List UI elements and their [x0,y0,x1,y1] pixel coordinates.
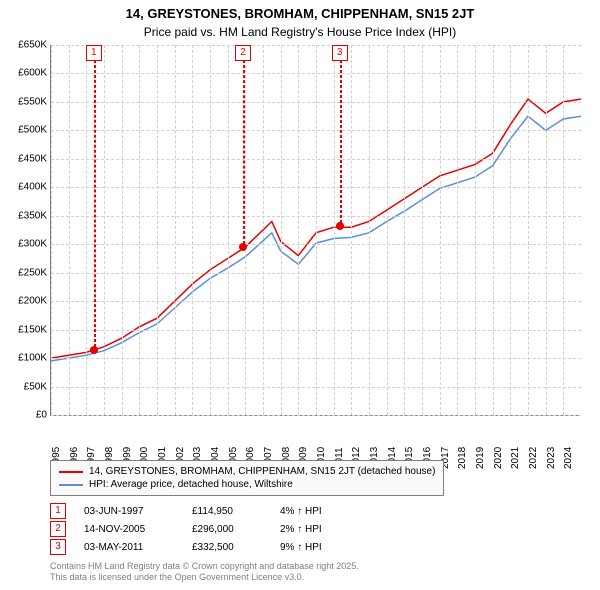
price-table: 1 03-JUN-1997 £114,950 4% ↑ HPI 2 14-NOV-2005… [50,502,350,556]
price-row: 1 03-JUN-1997 £114,950 4% ↑ HPI [50,502,350,520]
price-row-pct: 9% ↑ HPI [280,542,350,553]
gridline-v [175,45,176,415]
footer-line-2: This data is licensed under the Open Gov… [50,572,359,584]
marker-point [239,243,247,251]
gridline-v [263,45,264,415]
marker-callout-line [94,60,96,352]
y-axis-label: £450K [3,153,47,164]
gridline-v [387,45,388,415]
x-axis-label: 2023 [546,447,557,469]
price-row-pct: 2% ↑ HPI [280,524,350,535]
gridline-v [546,45,547,415]
gridline-v [369,45,370,415]
gridline-v [475,45,476,415]
gridline-v [157,45,158,415]
chart-title: 14, GREYSTONES, BROMHAM, CHIPPENHAM, SN1… [0,0,600,23]
price-row-price: £332,500 [192,542,262,553]
marker-box: 1 [86,45,102,61]
price-row: 3 03-MAY-2011 £332,500 9% ↑ HPI [50,538,350,556]
gridline-v [245,45,246,415]
gridline-v [457,45,458,415]
marker-point [90,346,98,354]
chart-legend: 14, GREYSTONES, BROMHAM, CHIPPENHAM, SN1… [50,460,444,496]
gridline-v [210,45,211,415]
price-row-pct: 4% ↑ HPI [280,506,350,517]
y-axis-label: £100K [3,353,47,364]
gridline-v [104,45,105,415]
gridline-v [228,45,229,415]
gridline-v [493,45,494,415]
legend-swatch [59,471,83,473]
legend-item: 14, GREYSTONES, BROMHAM, CHIPPENHAM, SN1… [59,465,435,478]
price-row-date: 03-JUN-1997 [84,506,174,517]
gridline-v [351,45,352,415]
x-axis-label: 2022 [528,447,539,469]
gridline-v [298,45,299,415]
y-axis-label: £500K [3,125,47,136]
price-row: 2 14-NOV-2005 £296,000 2% ↑ HPI [50,520,350,538]
x-axis-label: 2021 [510,447,521,469]
gridline-v [563,45,564,415]
price-row-price: £114,950 [192,506,262,517]
y-axis-label: £350K [3,210,47,221]
price-row-price: £296,000 [192,524,262,535]
price-row-marker: 2 [50,521,66,537]
y-axis-label: £200K [3,296,47,307]
marker-box: 3 [332,45,348,61]
gridline-v [422,45,423,415]
y-axis-label: £300K [3,239,47,250]
gridline-v [281,45,282,415]
legend-label: HPI: Average price, detached house, Wilt… [89,479,293,490]
marker-callout-line [340,60,342,228]
gridline-v [510,45,511,415]
price-row-marker: 1 [50,503,66,519]
price-row-date: 03-MAY-2011 [84,542,174,553]
gridline-v [51,45,52,415]
gridline-v [139,45,140,415]
y-axis-label: £250K [3,267,47,278]
x-axis-label: 2018 [457,447,468,469]
x-axis-label: 2019 [475,447,486,469]
marker-callout-line [243,60,245,249]
y-axis-label: £0 [3,410,47,421]
gridline-v [334,45,335,415]
footer-line-1: Contains HM Land Registry data © Crown c… [50,561,359,573]
y-axis-label: £150K [3,324,47,335]
gridline-v [404,45,405,415]
gridline-h [51,415,581,416]
y-axis-label: £600K [3,68,47,79]
chart-container: 14, GREYSTONES, BROMHAM, CHIPPENHAM, SN1… [0,0,600,590]
y-axis-label: £50K [3,381,47,392]
x-axis-label: 2024 [563,447,574,469]
chart-footer: Contains HM Land Registry data © Crown c… [50,561,359,584]
gridline-v [192,45,193,415]
x-axis-label: 2020 [493,447,504,469]
gridline-v [86,45,87,415]
price-row-date: 14-NOV-2005 [84,524,174,535]
marker-box: 2 [235,45,251,61]
chart-subtitle: Price paid vs. HM Land Registry's House … [0,23,600,39]
legend-item: HPI: Average price, detached house, Wilt… [59,478,435,491]
price-row-marker: 3 [50,539,66,555]
gridline-v [69,45,70,415]
gridline-v [122,45,123,415]
legend-swatch [59,484,83,486]
y-axis-label: £550K [3,96,47,107]
y-axis-label: £400K [3,182,47,193]
y-axis-label: £650K [3,40,47,51]
chart-plot-area: £0£50K£100K£150K£200K£250K£300K£350K£400… [50,45,581,416]
marker-point [336,222,344,230]
gridline-v [528,45,529,415]
legend-label: 14, GREYSTONES, BROMHAM, CHIPPENHAM, SN1… [89,466,435,477]
gridline-v [316,45,317,415]
gridline-v [440,45,441,415]
